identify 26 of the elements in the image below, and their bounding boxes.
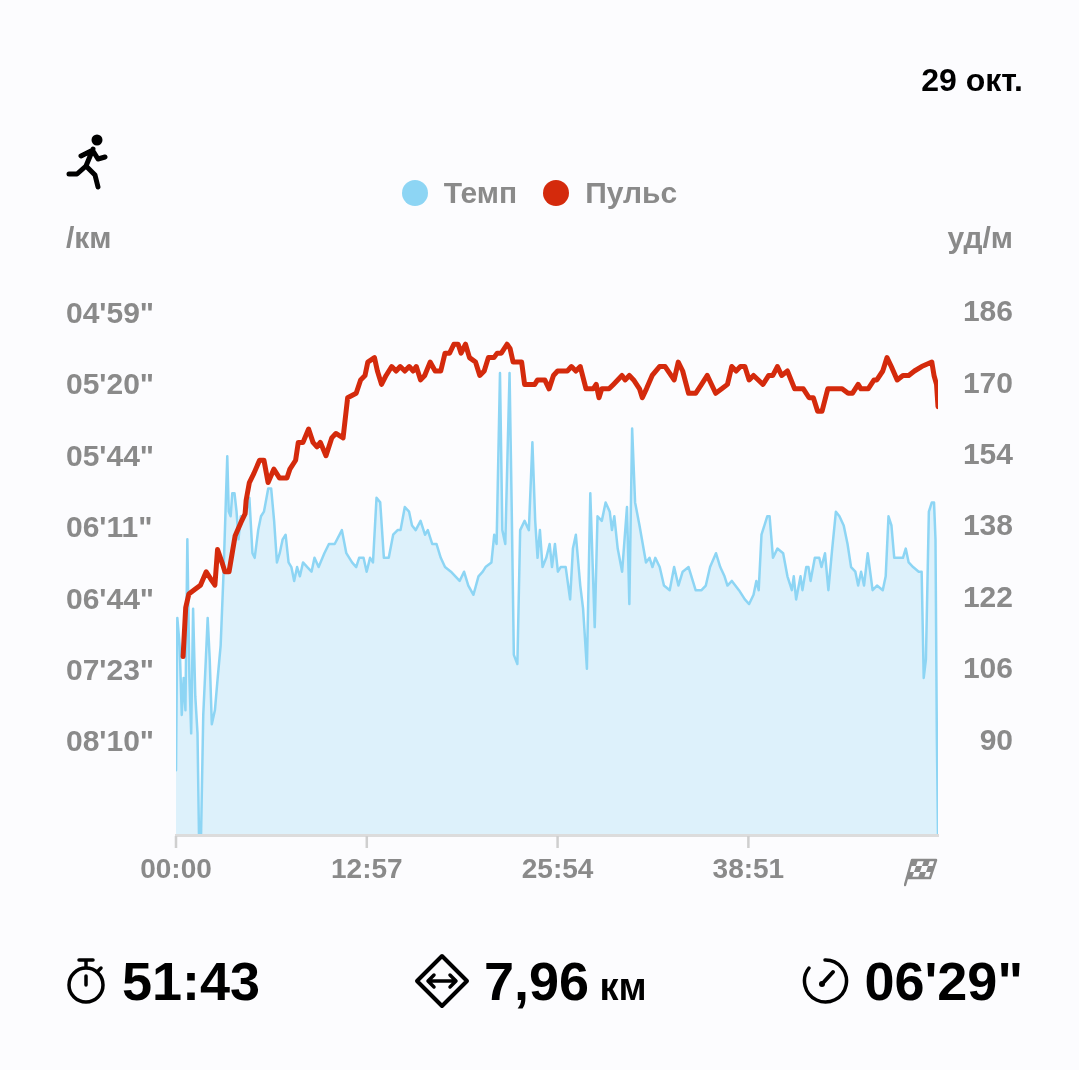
text: 08'10"	[66, 724, 155, 758]
y-tick-label: 154	[962, 437, 1014, 471]
x-tick-label: 38:51	[712, 852, 785, 884]
y-axis-title: /км	[66, 221, 112, 255]
text: 05'20"	[66, 367, 155, 401]
x-tick-label: 00:00	[140, 852, 212, 884]
text: 07'23"	[66, 652, 155, 686]
legend-label: Темп	[443, 176, 518, 210]
x-tick-label: 25:54	[521, 852, 594, 884]
text: 06'29"	[864, 950, 1023, 1012]
chart-title: 29 окт.	[921, 62, 1023, 99]
y-tick-label: 106	[962, 651, 1013, 685]
y-axis-title: уд/м	[947, 221, 1013, 255]
text: 7,96 км	[483, 951, 647, 1011]
y-tick-label: 122	[962, 579, 1013, 613]
y-tick-label: 90	[979, 722, 1013, 756]
text: 06'44"	[66, 581, 155, 615]
y-tick-label: 170	[962, 365, 1013, 399]
y-tick-label: 186	[962, 294, 1013, 328]
legend-label: Пульс	[585, 176, 678, 210]
text: 06'11"	[66, 510, 153, 544]
text: 05'44"	[66, 438, 155, 472]
text: 04'59"	[66, 296, 155, 329]
text: 51:43	[122, 950, 261, 1012]
y-tick-label: 138	[962, 508, 1013, 542]
x-tick-label: 12:57	[330, 852, 403, 884]
